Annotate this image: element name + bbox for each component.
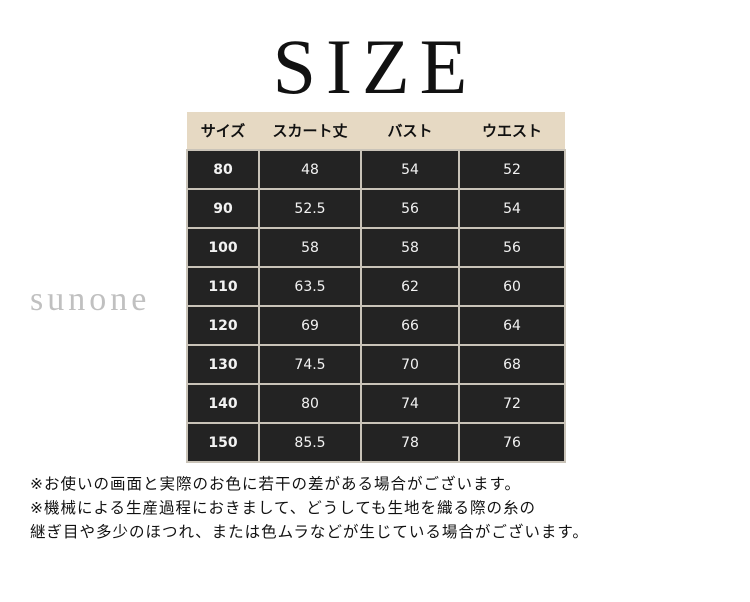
cell-waist: 52	[458, 149, 566, 190]
cell-skirt-length: 85.5	[258, 422, 362, 463]
cell-size: 90	[186, 188, 260, 229]
table-row: 150 85.5 78 76	[186, 422, 566, 463]
cell-waist: 54	[458, 188, 566, 229]
table-row: 130 74.5 70 68	[186, 344, 566, 385]
cell-bust: 62	[360, 266, 460, 307]
table-row: 90 52.5 56 54	[186, 188, 566, 229]
cell-skirt-length: 58	[258, 227, 362, 268]
cell-size: 80	[186, 149, 260, 190]
page-title: SIZE	[272, 23, 478, 110]
cell-bust: 56	[360, 188, 460, 229]
cell-skirt-length: 63.5	[258, 266, 362, 307]
cell-bust: 78	[360, 422, 460, 463]
cell-size: 120	[186, 305, 260, 346]
cell-waist: 68	[458, 344, 566, 385]
cell-skirt-length: 80	[258, 383, 362, 424]
table-row: 80 48 54 52	[186, 149, 566, 190]
cell-size: 130	[186, 344, 260, 385]
cell-waist: 64	[458, 305, 566, 346]
note-line: 継ぎ目や多少のほつれ、または色ムラなどが生じている場合がございます。	[30, 523, 589, 541]
cell-bust: 74	[360, 383, 460, 424]
cell-size: 150	[186, 422, 260, 463]
cell-size: 100	[186, 227, 260, 268]
note-line: ※機械による生産過程におきまして、どうしても生地を織る際の糸の	[30, 499, 537, 517]
cell-waist: 72	[458, 383, 566, 424]
cell-skirt-length: 48	[258, 149, 362, 190]
table-row: 140 80 74 72	[186, 383, 566, 424]
table-row: 110 63.5 62 60	[186, 266, 566, 307]
size-table: サイズ スカート丈 バスト ウエスト 80 48 54 52 90 52.5 56 54 100…	[186, 112, 566, 463]
cell-size: 140	[186, 383, 260, 424]
table-row: 120 69 66 64	[186, 305, 566, 346]
cell-bust: 58	[360, 227, 460, 268]
watermark-logo: sunone	[30, 281, 151, 318]
cell-skirt-length: 74.5	[258, 344, 362, 385]
cell-waist: 56	[458, 227, 566, 268]
cell-skirt-length: 52.5	[258, 188, 362, 229]
note-line: ※お使いの画面と実際のお色に若干の差がある場合がございます。	[30, 475, 521, 493]
header-skirt-length: スカート丈	[259, 112, 361, 150]
cell-waist: 76	[458, 422, 566, 463]
table-row: 100 58 58 56	[186, 227, 566, 268]
cell-waist: 60	[458, 266, 566, 307]
cell-bust: 54	[360, 149, 460, 190]
header-bust: バスト	[361, 112, 459, 150]
header-size: サイズ	[187, 112, 259, 150]
cell-size: 110	[186, 266, 260, 307]
header-waist: ウエスト	[459, 112, 565, 150]
cell-bust: 70	[360, 344, 460, 385]
table-header-row: サイズ スカート丈 バスト ウエスト	[187, 112, 565, 150]
notes: ※お使いの画面と実際のお色に若干の差がある場合がございます。 ※機械による生産過…	[30, 472, 589, 544]
cell-bust: 66	[360, 305, 460, 346]
cell-skirt-length: 69	[258, 305, 362, 346]
